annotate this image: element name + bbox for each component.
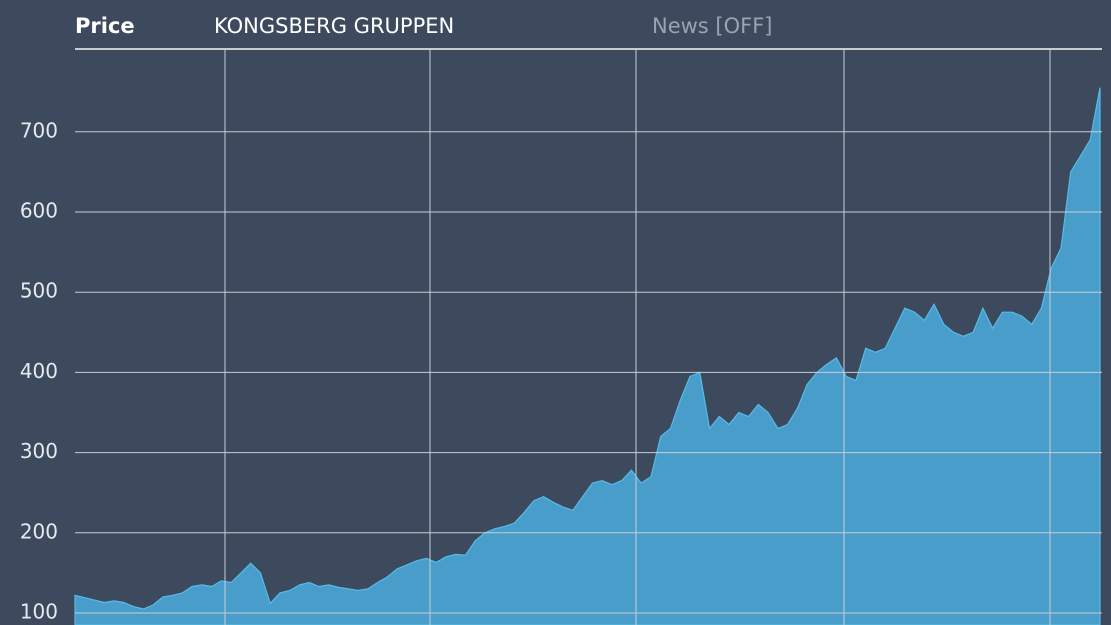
price-tab[interactable]: Price (75, 14, 135, 38)
y-tick-label: 700 (20, 118, 58, 142)
y-tick-label: 600 (20, 198, 58, 222)
vertical-grid (224, 50, 1051, 625)
y-tick-label: 300 (20, 439, 58, 463)
y-tick-label: 100 (20, 599, 58, 623)
chart-title: KONGSBERG GRUPPEN (214, 14, 454, 38)
news-toggle[interactable]: News [OFF] (652, 14, 773, 38)
y-tick-label: 200 (20, 519, 58, 543)
y-tick-label: 400 (20, 359, 58, 383)
y-tick-label: 500 (20, 279, 58, 303)
